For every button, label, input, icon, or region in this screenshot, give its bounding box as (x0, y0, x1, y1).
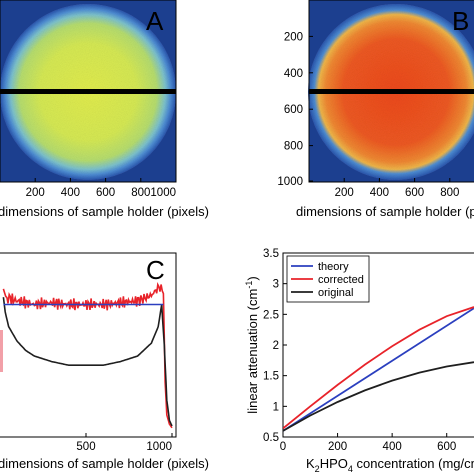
panel-a: A (0, 0, 177, 183)
panel-d-xtick-label: 0 (280, 441, 286, 453)
panel-c: C (0, 252, 177, 438)
panel-b-ytick-label: 800 (284, 141, 303, 153)
panel-d-series-corrected (283, 306, 474, 430)
panel-b-ytick-label: 600 (284, 104, 303, 116)
panel-a-xtick-label: 200 (26, 187, 45, 199)
panel-a-frame (0, 0, 177, 183)
panel-d-ylabel: linear attenuation (cm-1) (244, 276, 260, 413)
panel-b-xtick-label: 200 (335, 187, 354, 199)
ylabel-close: ) (245, 276, 260, 280)
panel-b-profile-line (309, 89, 474, 94)
panel-a-profile-line (0, 89, 176, 94)
panel-c-xlabel: dimensions of sample holder (pixels) (0, 456, 209, 471)
panel-b-xtick-label: 400 (370, 187, 389, 199)
xlabel-hpo: HPO (320, 456, 348, 471)
panel-d-ytick-label: 0.5 (263, 432, 279, 444)
panel-b-xtick-label: 800 (440, 187, 459, 199)
panel-d-ytick-label: 1.5 (263, 371, 279, 383)
xlabel-k: K (306, 456, 315, 471)
panel-d-ytick-label: 2 (273, 340, 279, 352)
panel-c-series-1 (2, 297, 173, 427)
panel-a-xtick-label: 1000 (150, 187, 176, 199)
panel-b-ytick-label: 1000 (277, 176, 303, 188)
panel-d-series-theory (283, 307, 474, 432)
panel-d-xtick-label: 200 (328, 441, 347, 453)
panel-d-ytick-label: 3 (273, 279, 279, 291)
legend-label-theory: theory (318, 261, 349, 273)
panel-b: B (308, 0, 474, 183)
panel-b-ytick-label: 400 (284, 68, 303, 80)
xlabel-sub-2: 2 (315, 464, 320, 474)
panel-b-frame (308, 0, 474, 183)
legend-label-corrected: corrected (318, 274, 364, 286)
panel-c-left-marker (0, 330, 3, 372)
panel-d-ytick-label: 1 (273, 401, 279, 413)
panel-b-letter: B (452, 6, 469, 36)
xlabel-sub-4: 4 (348, 464, 353, 474)
panel-d-xlabel: K2HPO4 concentration (mg/cm (306, 456, 474, 474)
panel-d: 0 200 400 600 0.5 1 1.5 2 2.5 3 3.5 theory correct… (244, 248, 474, 474)
panel-c-axes-box (0, 252, 177, 438)
panel-d-xtick-label: 600 (437, 441, 456, 453)
panel-b-ytick-label: 200 (284, 31, 303, 43)
ylabel-main: linear attenuation (cm (245, 289, 260, 414)
panel-b-xlabel: dimensions of sample holder (pixels) (296, 204, 474, 219)
panel-a-xlabel: dimensions of sample holder (pixels) (0, 204, 209, 219)
panel-c-xtick-label: 500 (76, 441, 95, 453)
panel-d-ytick-label: 3.5 (263, 248, 279, 260)
panel-a-letter: A (146, 6, 164, 36)
panel-a-xtick-label: 400 (61, 187, 80, 199)
panel-b-xtick-label: 600 (405, 187, 424, 199)
panel-c-xtick-label: 1000 (146, 441, 172, 453)
panel-d-xtick-label: 400 (383, 441, 402, 453)
panel-d-series-original (283, 361, 474, 432)
panel-d-ytick-label: 2.5 (263, 309, 279, 321)
ylabel-sup: -1 (244, 281, 254, 289)
panel-a-xtick-label: 600 (96, 187, 115, 199)
legend-label-original: original (318, 287, 353, 299)
xlabel-rest: concentration (mg/cm (353, 456, 474, 471)
panel-c-letter: C (146, 255, 165, 285)
panel-d-legend: theory corrected original (286, 255, 370, 303)
panel-a-xtick-label: 800 (131, 187, 150, 199)
